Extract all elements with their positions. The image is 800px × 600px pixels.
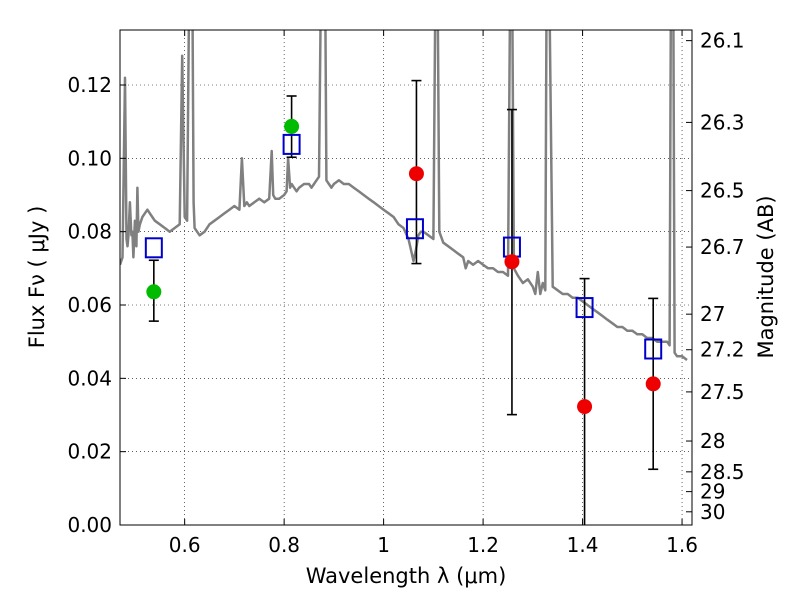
template-spectrum-line — [120, 30, 688, 361]
y2-tick-label: 27.5 — [700, 380, 745, 404]
y-tick-label: 0.08 — [67, 220, 112, 244]
y2-tick-label: 28 — [700, 429, 725, 453]
y2-tick-label: 29 — [700, 480, 725, 504]
observed-flux-point — [408, 166, 424, 182]
y2-tick-label: 28.5 — [700, 460, 745, 484]
observed-flux-point — [146, 284, 162, 300]
y2-tick-label: 26.7 — [700, 235, 745, 259]
x-tick-label: 1.2 — [467, 533, 499, 557]
x-tick-label: 0.8 — [268, 533, 300, 557]
y2-tick-label: 30 — [700, 500, 725, 524]
observed-flux-point — [504, 254, 520, 270]
y2-tick-label: 27 — [700, 302, 725, 326]
y2-tick-label: 26.1 — [700, 29, 745, 53]
model-square-marker — [282, 133, 301, 155]
model-square-marker — [144, 237, 163, 259]
y-tick-labels: 0.00 0.02 0.04 0.06 0.08 0.10 0.12 — [67, 73, 112, 537]
y2-tick-label: 26.5 — [700, 179, 745, 203]
x-axis-title: Wavelength λ (μm) — [306, 564, 507, 588]
x-tick-labels: 0.6 0.8 1 1.2 1.4 1.6 — [169, 533, 698, 557]
y-tick-label: 0.00 — [67, 513, 112, 537]
y2-tick-label: 27.2 — [700, 338, 745, 362]
tick-layer — [120, 30, 692, 526]
y-tick-label: 0.02 — [67, 440, 112, 464]
spectrum-layer — [120, 30, 688, 361]
y-axis-title: Flux Fν ( μJy ) — [25, 206, 49, 349]
model-square-marker — [575, 297, 594, 319]
x-tick-label: 1 — [377, 533, 390, 557]
marker-layer — [144, 118, 663, 415]
model-square-marker — [644, 338, 663, 360]
observed-flux-point — [284, 118, 300, 134]
y-tick-label: 0.12 — [67, 73, 112, 97]
x-tick-label: 1.6 — [666, 533, 698, 557]
x-tick-label: 0.6 — [169, 533, 201, 557]
plot-background — [120, 30, 692, 525]
observed-flux-point — [577, 399, 593, 415]
y2-axis-title: Magnitude (AB) — [754, 195, 778, 358]
y2-tick-label: 26.3 — [700, 110, 745, 134]
y-tick-label: 0.10 — [67, 146, 112, 170]
x-tick-label: 1.4 — [567, 533, 599, 557]
model-square-marker — [405, 218, 424, 240]
observed-flux-point — [645, 376, 661, 392]
plot-frame — [119, 29, 693, 526]
y-tick-label: 0.04 — [67, 366, 112, 390]
y-tick-label: 0.06 — [67, 293, 112, 317]
